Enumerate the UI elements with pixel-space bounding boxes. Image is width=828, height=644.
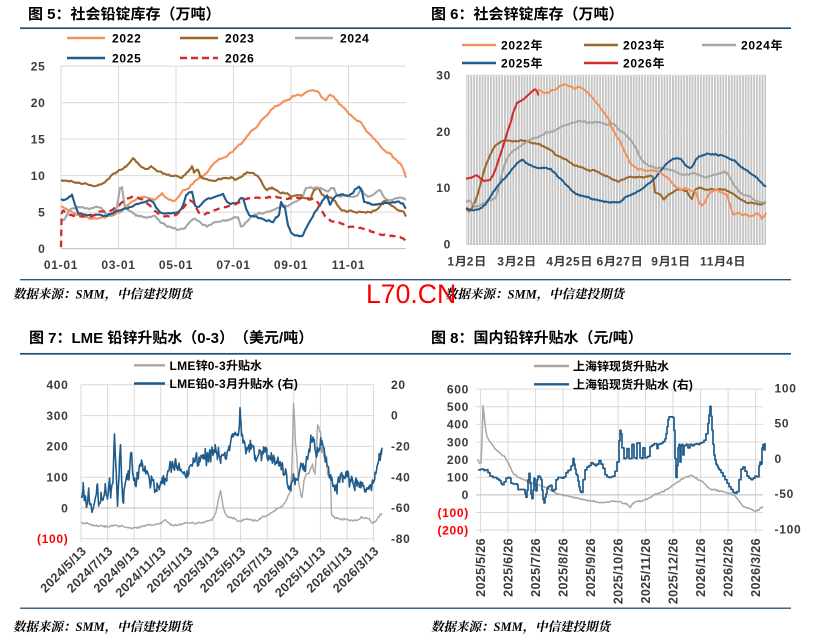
svg-text:400: 400 [447, 418, 469, 432]
svg-text:15: 15 [31, 132, 46, 146]
svg-text:2026: 2026 [225, 52, 255, 66]
svg-text:400: 400 [46, 378, 68, 392]
svg-text:5: 5 [38, 205, 45, 219]
svg-text:200: 200 [447, 453, 469, 467]
svg-text:LME: LME [170, 377, 196, 391]
svg-text:11-01: 11-01 [332, 258, 366, 272]
svg-text:27: 27 [616, 255, 631, 269]
svg-text:-60: -60 [391, 501, 410, 515]
svg-text:2025/11/26: 2025/11/26 [639, 538, 653, 603]
svg-text:25: 25 [566, 255, 581, 269]
svg-text:1: 1 [671, 255, 678, 269]
svg-text:09-01: 09-01 [274, 258, 308, 272]
svg-text:2025/9/26: 2025/9/26 [584, 538, 598, 597]
svg-text:11: 11 [700, 255, 714, 269]
svg-text:6: 6 [446, 6, 459, 23]
svg-text:6: 6 [597, 255, 604, 269]
svg-text:2025/8/26: 2025/8/26 [557, 538, 571, 597]
svg-text:4: 4 [726, 255, 733, 269]
svg-text:2024: 2024 [340, 32, 370, 46]
svg-text:-40: -40 [391, 470, 410, 484]
svg-text:(200): (200) [437, 523, 469, 537]
svg-text:2026: 2026 [623, 57, 653, 71]
svg-text:2023: 2023 [623, 39, 653, 53]
svg-text:/: / [279, 330, 284, 347]
svg-text:300: 300 [447, 435, 469, 449]
svg-text:0: 0 [391, 409, 398, 423]
svg-text:(100): (100) [437, 506, 469, 520]
svg-text:100: 100 [447, 471, 469, 485]
svg-text:-50: -50 [775, 487, 794, 501]
svg-text:7: 7 [44, 330, 57, 347]
svg-text:50: 50 [775, 417, 790, 431]
svg-text:01-01: 01-01 [44, 258, 78, 272]
svg-text:2025/6/26: 2025/6/26 [502, 538, 516, 597]
svg-text:100: 100 [46, 471, 68, 485]
svg-text:25: 25 [31, 59, 46, 73]
svg-text:8: 8 [446, 330, 459, 347]
svg-text:2024: 2024 [741, 39, 771, 53]
svg-text:20: 20 [31, 96, 46, 110]
svg-text:0: 0 [444, 238, 451, 252]
svg-text:0: 0 [775, 452, 782, 466]
svg-text:3: 3 [497, 255, 504, 269]
svg-text:10: 10 [31, 169, 46, 183]
svg-text:0-3: 0-3 [208, 359, 226, 373]
svg-text:2: 2 [467, 255, 474, 269]
svg-text:100: 100 [775, 381, 797, 395]
svg-text:SMM: SMM [76, 620, 106, 634]
svg-text:500: 500 [447, 400, 469, 414]
svg-text:2022: 2022 [112, 32, 142, 46]
svg-text:2026/2/26: 2026/2/26 [722, 538, 736, 597]
svg-text:5: 5 [43, 6, 56, 23]
svg-text:10: 10 [436, 181, 451, 195]
svg-text:-100: -100 [775, 522, 802, 536]
svg-text:LME: LME [170, 359, 196, 373]
svg-text:0: 0 [462, 488, 469, 502]
svg-text:2025/12/26: 2025/12/26 [667, 538, 681, 604]
svg-text:0-3: 0-3 [197, 330, 219, 347]
svg-text:2025: 2025 [112, 52, 142, 66]
svg-text:0: 0 [61, 501, 68, 515]
svg-text:0: 0 [38, 242, 45, 256]
svg-text:): ) [689, 378, 693, 392]
svg-text:30: 30 [436, 69, 451, 83]
svg-text:2025/10/26: 2025/10/26 [612, 538, 626, 604]
svg-text:2025/7/26: 2025/7/26 [529, 538, 543, 597]
svg-text:4: 4 [546, 255, 553, 269]
svg-text:(: ( [669, 378, 677, 392]
svg-text:200: 200 [46, 440, 68, 454]
svg-text:SMM: SMM [494, 620, 524, 634]
svg-text:SMM: SMM [508, 287, 538, 301]
svg-text:-20: -20 [391, 440, 410, 454]
svg-text:(: ( [274, 377, 282, 391]
svg-text:2022: 2022 [501, 39, 531, 53]
svg-text:0-3: 0-3 [208, 377, 226, 391]
svg-text:2025/5/26: 2025/5/26 [474, 538, 488, 597]
svg-text:9: 9 [651, 255, 658, 269]
svg-text:L70.CN: L70.CN [366, 279, 456, 309]
svg-text:20: 20 [391, 378, 406, 392]
svg-text:(100): (100) [37, 532, 69, 546]
svg-text:1: 1 [447, 255, 454, 269]
svg-text:2023: 2023 [225, 32, 255, 46]
svg-text:): ) [294, 377, 298, 391]
svg-text:SMM: SMM [76, 287, 106, 301]
svg-text:LME: LME [72, 330, 108, 347]
svg-text:2026/3/26: 2026/3/26 [749, 538, 763, 597]
svg-text:2025: 2025 [501, 57, 531, 71]
svg-text:300: 300 [46, 409, 68, 423]
svg-text:20: 20 [436, 125, 451, 139]
svg-text:600: 600 [447, 382, 469, 396]
svg-text:/: / [609, 330, 614, 347]
svg-text:2026/1/26: 2026/1/26 [694, 538, 708, 597]
svg-text:03-01: 03-01 [101, 258, 135, 272]
svg-text:-80: -80 [391, 532, 410, 546]
svg-text:05-01: 05-01 [159, 258, 193, 272]
svg-text:2: 2 [517, 255, 524, 269]
svg-text:07-01: 07-01 [216, 258, 250, 272]
